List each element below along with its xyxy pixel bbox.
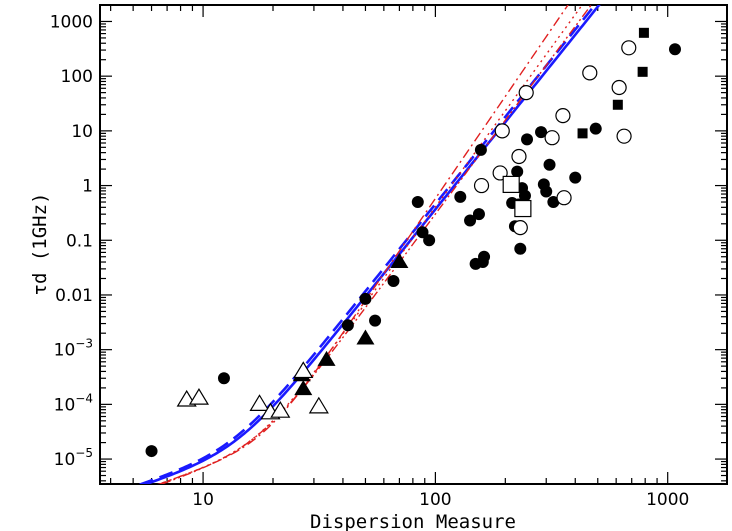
open-triangle-point xyxy=(249,394,270,411)
filled-circle-point xyxy=(514,242,527,255)
filled-circle-point xyxy=(569,171,582,184)
open-circle-point xyxy=(556,190,572,206)
y-tick-label: 10−3 xyxy=(54,337,93,361)
y-tick-label: 100 xyxy=(61,67,93,87)
filled-circle-point xyxy=(547,196,560,209)
fit-curve-solid xyxy=(142,5,601,484)
fit-curve-dotted xyxy=(157,5,583,484)
filled-circle-point xyxy=(423,234,436,247)
filled-triangle-point xyxy=(390,253,409,269)
y-tick-label: 0.01 xyxy=(55,286,93,306)
y-tick-label: 1000 xyxy=(50,12,93,32)
filled-square-point xyxy=(612,99,623,110)
open-triangle-point xyxy=(293,361,314,379)
filled-circle-point xyxy=(589,122,602,135)
y-tick-label: 10−5 xyxy=(54,446,93,470)
open-circle-point xyxy=(555,108,571,124)
filled-circle-point xyxy=(145,445,158,458)
filled-circle-point xyxy=(472,208,485,221)
open-triangle-point xyxy=(308,396,329,414)
open-circle-point xyxy=(544,130,560,146)
y-tick-label: 1 xyxy=(82,177,93,197)
open-circle-point xyxy=(611,79,627,96)
filled-circle-point xyxy=(540,185,553,198)
open-circle-point xyxy=(621,40,637,56)
y-tick-label: 10−4 xyxy=(54,391,93,415)
filled-circle-point xyxy=(518,189,531,202)
filled-circle-point xyxy=(359,292,372,305)
filled-square-point xyxy=(637,66,648,77)
y-axis-title: τd (1GHz) xyxy=(29,193,51,296)
filled-circle-point xyxy=(521,133,534,146)
filled-circle-point xyxy=(416,226,429,239)
fit-curves xyxy=(137,5,601,484)
filled-circle-point xyxy=(668,43,681,56)
filled-triangle-point xyxy=(317,350,336,366)
open-triangle-point xyxy=(188,387,210,405)
filled-circle-point xyxy=(535,126,548,139)
y-tick-label: 10 xyxy=(71,122,93,142)
filled-circle-point xyxy=(511,165,524,178)
fit-curve-dashdot xyxy=(157,5,569,484)
x-axis-title: Dispersion Measure xyxy=(310,511,516,531)
filled-triangle-point xyxy=(294,380,313,396)
open-circle-point xyxy=(494,123,510,139)
x-tick-label: 100 xyxy=(419,490,451,510)
fit-curve-dashdotdot xyxy=(160,5,593,484)
open-circle-point xyxy=(616,128,632,144)
open-circle-point xyxy=(512,220,528,236)
filled-circle-point xyxy=(454,190,467,203)
x-tick-label: 10 xyxy=(192,490,214,510)
filled-circle-point xyxy=(474,143,487,156)
filled-circle-point xyxy=(478,250,491,263)
axis-ticks xyxy=(100,4,727,484)
plot-frame xyxy=(99,4,728,485)
open-circle-point xyxy=(518,85,534,101)
open-circle-point xyxy=(511,148,527,165)
open-circle-point xyxy=(473,177,490,194)
filled-circle-point xyxy=(411,196,424,209)
filled-triangle-point xyxy=(356,329,375,345)
filled-circle-point xyxy=(369,314,382,327)
filled-circle-point xyxy=(341,319,354,332)
fit-curve-dashed xyxy=(137,5,597,484)
open-triangle-point xyxy=(270,401,291,418)
x-tick-label: 1000 xyxy=(646,490,689,510)
filled-circle-point xyxy=(464,214,477,227)
filled-square-point xyxy=(577,128,588,139)
data-points xyxy=(145,27,681,458)
open-square-point xyxy=(514,199,532,218)
open-square-point xyxy=(502,175,520,194)
open-circle-point xyxy=(582,65,598,81)
filled-circle-point xyxy=(387,274,400,287)
y-tick-label: 0.1 xyxy=(66,231,93,251)
filled-square-point xyxy=(638,27,649,38)
filled-circle-point xyxy=(217,372,230,385)
tick-labels: 10 100 1000 10−5 10−4 10−3 0.01 0.1 1 10 100 1000 xyxy=(50,12,690,510)
filled-circle-point xyxy=(543,158,556,171)
